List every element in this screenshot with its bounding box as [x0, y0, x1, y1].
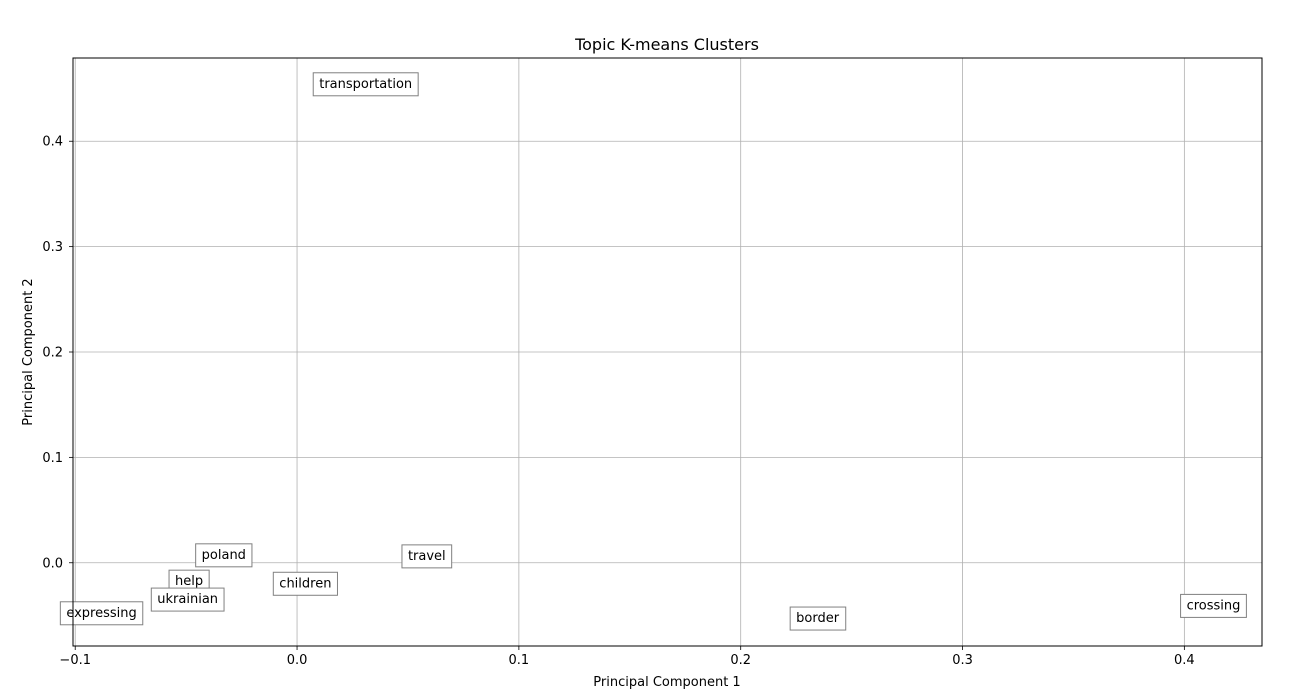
y-tick-label: 0.0 [42, 556, 63, 571]
point-label-border: border [789, 606, 847, 631]
x-axis: −0.1 0.0 0.1 0.2 0.3 0.4 [59, 646, 1195, 668]
label-box [401, 544, 453, 569]
point-label-poland: poland [195, 543, 253, 568]
point-label-travel: travel [401, 544, 453, 569]
point-label-text: travel [408, 549, 446, 564]
x-tick-label: 0.1 [509, 653, 530, 668]
label-box [1180, 593, 1247, 618]
label-box [789, 606, 847, 631]
point-label-text: border [796, 611, 840, 626]
point-label-text: children [279, 576, 331, 591]
point-label-transportation: transportation [312, 72, 419, 97]
y-tick-label: 0.4 [42, 135, 63, 150]
point-label-ukrainian: ukrainian [150, 587, 225, 612]
point-label-children: children [272, 571, 338, 596]
point-label-text: ukrainian [157, 592, 218, 607]
point-label-text: transportation [319, 77, 412, 92]
point-label-text: expressing [66, 606, 136, 621]
x-tick-label: 0.0 [287, 653, 308, 668]
point-label-text: help [175, 574, 203, 589]
x-tick-label: 0.3 [952, 653, 973, 668]
label-box [272, 571, 338, 596]
label-box [312, 72, 419, 97]
x-tick-label: 0.2 [730, 653, 751, 668]
grid [73, 58, 1262, 646]
point-labels: transportation poland travel help children uk… [59, 72, 1247, 631]
chart-title: Topic K-means Clusters [574, 35, 759, 54]
label-box [150, 587, 225, 612]
y-tick-label: 0.2 [42, 346, 63, 361]
point-label-help: help [168, 569, 210, 594]
y-axis-title: Principal Component 2 [21, 278, 36, 425]
y-tick-label: 0.1 [42, 451, 63, 466]
y-tick-label: 0.3 [42, 240, 63, 255]
label-box [59, 601, 144, 626]
x-axis-title: Principal Component 1 [593, 675, 740, 690]
x-tick-label: 0.4 [1174, 653, 1195, 668]
point-label-text: crossing [1187, 598, 1241, 613]
y-axis: 0.0 0.1 0.2 0.3 0.4 [42, 135, 73, 571]
x-tick-label: −0.1 [59, 653, 91, 668]
label-box [195, 543, 253, 568]
point-label-crossing: crossing [1180, 593, 1247, 618]
point-label-expressing: expressing [59, 601, 144, 626]
point-label-text: poland [202, 548, 246, 563]
